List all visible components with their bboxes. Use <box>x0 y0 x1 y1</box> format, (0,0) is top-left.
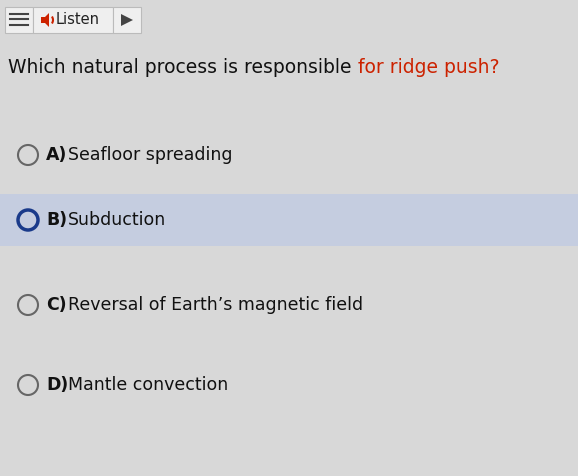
Text: Which natural process is responsible: Which natural process is responsible <box>8 58 358 77</box>
Text: A): A) <box>46 146 68 164</box>
Text: C): C) <box>46 296 66 314</box>
Text: Reversal of Earth’s magnetic field: Reversal of Earth’s magnetic field <box>68 296 363 314</box>
Text: Mantle convection: Mantle convection <box>68 376 228 394</box>
Text: D): D) <box>46 376 68 394</box>
FancyBboxPatch shape <box>5 7 33 33</box>
FancyBboxPatch shape <box>33 7 113 33</box>
FancyBboxPatch shape <box>113 7 141 33</box>
Circle shape <box>18 295 38 315</box>
Text: B): B) <box>46 211 67 229</box>
FancyBboxPatch shape <box>0 194 578 246</box>
Text: Subduction: Subduction <box>68 211 166 229</box>
Text: for ridge push?: for ridge push? <box>358 58 499 77</box>
Polygon shape <box>41 13 49 27</box>
Circle shape <box>18 375 38 395</box>
Text: Listen: Listen <box>56 12 100 28</box>
Text: Seafloor spreading: Seafloor spreading <box>68 146 232 164</box>
Circle shape <box>18 145 38 165</box>
Polygon shape <box>121 14 133 26</box>
Circle shape <box>18 210 38 230</box>
